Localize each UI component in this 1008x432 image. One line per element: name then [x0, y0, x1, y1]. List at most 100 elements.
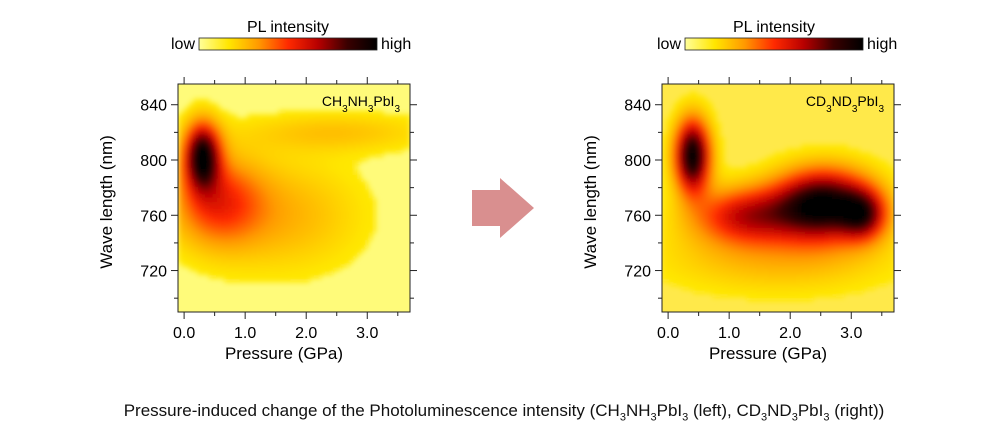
heatmap-cell [282, 270, 287, 275]
heatmap-cell [750, 163, 756, 169]
heatmap-cell [181, 152, 187, 157]
heatmap-cell [282, 186, 287, 191]
heatmap-cell [282, 190, 287, 195]
heatmap-cell [313, 255, 318, 260]
heatmap-cell [866, 213, 872, 218]
heatmap-cell [247, 247, 253, 252]
heatmap-cell [406, 129, 410, 134]
heatmap-cell [859, 277, 864, 283]
heatmap-cell [805, 182, 810, 188]
heatmap-cell [328, 262, 334, 267]
heatmap-cell [665, 125, 671, 131]
heatmap-cell [294, 198, 299, 203]
heatmap-cell [805, 262, 810, 267]
heatmap-cell [758, 281, 764, 286]
heatmap-cell [797, 186, 802, 191]
heatmap-cell [193, 118, 198, 123]
heatmap-cell [801, 160, 806, 165]
heatmap-cell [801, 262, 806, 267]
heatmap-cell [236, 163, 241, 169]
heatmap-cell [243, 160, 249, 165]
heatmap-cell [704, 251, 709, 256]
heatmap-cell [685, 163, 690, 169]
heatmap-cell [336, 251, 341, 256]
heatmap-cell [762, 217, 767, 222]
heatmap-cell [739, 258, 744, 264]
heatmap-cell [716, 285, 721, 290]
heatmap-cell [673, 133, 679, 138]
heatmap-cell [855, 224, 860, 229]
heatmap-cell [766, 296, 771, 302]
heatmap-cell [700, 247, 706, 252]
heatmap-cell [205, 133, 210, 138]
heatmap-cell [274, 144, 280, 150]
heatmap-cell [855, 258, 860, 264]
heatmap-cell [708, 277, 713, 283]
heatmap-cell [243, 163, 249, 169]
heatmap-cell [673, 243, 679, 248]
heatmap-cell [193, 144, 198, 150]
heatmap-cell [402, 144, 407, 150]
heatmap-cell [239, 137, 245, 142]
heatmap-cell [193, 103, 198, 108]
heatmap-cell [189, 144, 195, 150]
heatmap-cell [723, 262, 729, 267]
heatmap-cell [208, 247, 214, 252]
heatmap-cell [704, 190, 709, 195]
heatmap-cell [720, 194, 725, 199]
heatmap-cell [282, 205, 287, 210]
heatmap-cell [700, 228, 706, 233]
heatmap-cell [297, 114, 303, 119]
heatmap-cell [255, 160, 260, 165]
heatmap-cell [247, 167, 253, 172]
heatmap-cell [816, 152, 822, 157]
heatmap-cell [716, 258, 721, 264]
heatmap-cell [313, 118, 318, 123]
heatmap-cell [785, 255, 791, 260]
heatmap-cell [355, 213, 361, 218]
heatmap-cell [847, 232, 853, 237]
heatmap-cell [340, 175, 345, 180]
heatmap-cell [259, 232, 264, 237]
heatmap-cell [731, 217, 737, 222]
heatmap-cell [220, 220, 225, 226]
heatmap-cell [750, 293, 756, 298]
heatmap-cell [232, 270, 237, 275]
heatmap-cell [305, 277, 311, 283]
heatmap-cell [747, 213, 752, 218]
heatmap-cell [692, 289, 698, 294]
heatmap-cell [812, 190, 818, 195]
heatmap-cell [259, 251, 264, 256]
heatmap-cell [816, 160, 822, 165]
heatmap-cell [720, 190, 725, 195]
heatmap-cell [386, 148, 392, 153]
heatmap-cell [220, 236, 225, 241]
heatmap-cell [212, 152, 218, 157]
heatmap-cell [359, 209, 365, 214]
heatmap-cell [750, 201, 756, 207]
heatmap-cell [201, 99, 206, 104]
heatmap-cell [700, 122, 706, 127]
heatmap-cell [820, 186, 825, 191]
heatmap-cell [801, 296, 806, 302]
heatmap-cell [344, 148, 349, 153]
heatmap-cell [785, 243, 791, 248]
heatmap-cell [789, 148, 795, 153]
heatmap-cell [278, 228, 283, 233]
heatmap-cell [681, 103, 686, 108]
heatmap-cell [789, 198, 795, 203]
heatmap-cell [286, 247, 291, 252]
heatmap-cell [301, 198, 307, 203]
heatmap-cell [375, 141, 380, 146]
heatmap-cell [886, 194, 891, 199]
heatmap-cell [193, 190, 198, 195]
heatmap-cell [216, 274, 222, 279]
heatmap-cell [367, 217, 372, 222]
heatmap-cell [197, 243, 202, 248]
heatmap-cell [371, 217, 376, 222]
heatmap-cell [886, 228, 891, 233]
heatmap-cell [874, 179, 880, 184]
heatmap-cell [882, 209, 887, 214]
heatmap-cell [201, 186, 206, 191]
heatmap-cell [212, 258, 218, 264]
